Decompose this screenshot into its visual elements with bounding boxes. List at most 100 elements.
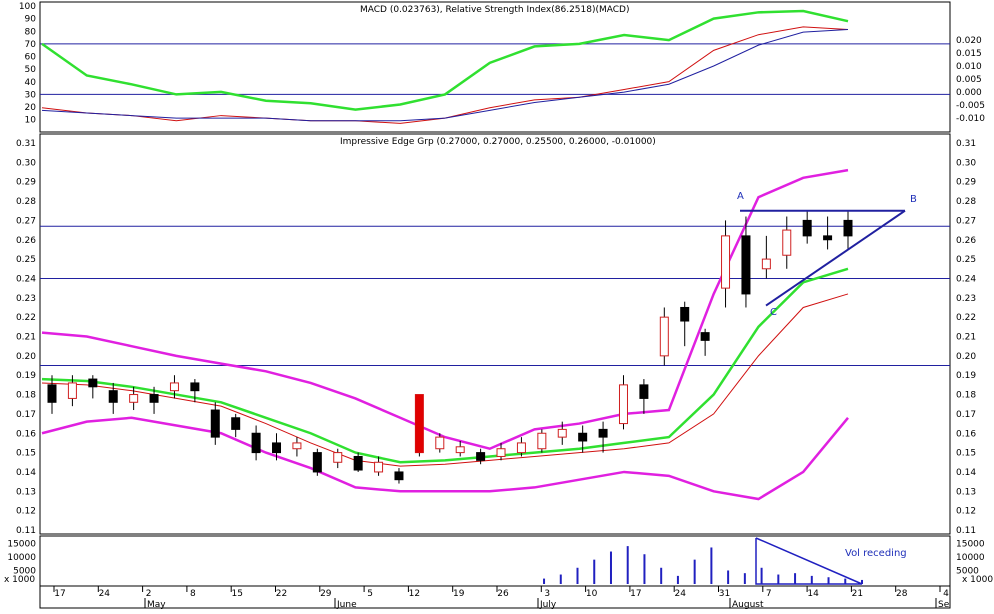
- price-left-tick: 0.23: [16, 294, 36, 304]
- price-right-tick: 0.19: [956, 371, 976, 381]
- candle-down: [394, 471, 404, 481]
- volume-receding-triangle: [755, 537, 863, 585]
- candle-up: [782, 229, 792, 256]
- price-left-tick: 0.27: [16, 216, 36, 226]
- price-panel-frame: [39, 133, 951, 535]
- price-layer: 0.31 0.31 0.30 0.30 0.29 0.29 0.28 0.28 0.27 0.27…: [16, 139, 976, 536]
- candle-down: [741, 235, 751, 295]
- volume-left-tick: 15000: [7, 539, 36, 549]
- candle-up: [516, 442, 526, 454]
- candle-down: [251, 432, 261, 454]
- price-right-tick: 0.28: [956, 197, 976, 207]
- indicator-panel-frame: [39, 1, 951, 133]
- xaxis-month-label: August: [732, 600, 764, 610]
- indicator-left-tick: 100: [19, 2, 36, 12]
- xaxis-day-label: 28: [896, 589, 908, 599]
- triangle-rising-line: [765, 209, 906, 307]
- xaxis-day-label: 24: [99, 589, 111, 599]
- candle-down: [578, 432, 588, 442]
- indicator-right-tick: -0.010: [956, 114, 985, 124]
- annotation-b: B: [910, 194, 917, 205]
- price-right-tick: 0.29: [956, 178, 976, 188]
- price-left-tick: 0.11: [16, 526, 36, 536]
- candle-up: [455, 446, 465, 454]
- price-right-tick: 0.18: [956, 391, 976, 401]
- price-right-tick: 0.21: [956, 333, 976, 343]
- candle-down: [700, 332, 710, 341]
- candle-up: [496, 448, 506, 457]
- xaxis-day-label: 21: [852, 589, 863, 599]
- candle-down: [312, 452, 322, 473]
- candle-down: [231, 417, 241, 430]
- candle-down: [108, 390, 118, 403]
- candle-down: [149, 394, 159, 403]
- moving-average-red: [41, 293, 849, 467]
- indicator-right-tick: 0.015: [956, 49, 982, 59]
- xaxis-day-label: 24: [674, 589, 686, 599]
- price-left-tick: 0.20: [16, 352, 36, 362]
- xaxis-day-label: 10: [586, 589, 598, 599]
- candle-down: [802, 219, 812, 237]
- price-left-tick: 0.13: [16, 487, 36, 497]
- price-right-tick: 0.22: [956, 313, 976, 323]
- price-left-tick: 0.16: [16, 429, 36, 439]
- volume-left-tick: 5000: [13, 566, 36, 576]
- volume-right-tick: 5000: [956, 566, 979, 576]
- price-right-tick: 0.16: [956, 429, 976, 439]
- candle-up: [659, 316, 669, 357]
- annotation-a: A: [737, 191, 744, 202]
- candle-down: [88, 378, 98, 388]
- candle-up: [537, 432, 547, 450]
- indicator-left-tick: 20: [25, 103, 37, 113]
- price-left-tick: 0.15: [16, 449, 36, 459]
- candle-down: [843, 219, 853, 237]
- price-right-tick: 0.12: [956, 507, 976, 517]
- price-right-tick: 0.17: [956, 410, 976, 420]
- price-right-tick: 0.24: [956, 274, 976, 284]
- price-left-tick: 0.28: [16, 197, 36, 207]
- candle-down: [476, 452, 486, 461]
- candle-down: [598, 428, 608, 438]
- xaxis-day-label: 22: [276, 589, 287, 599]
- indicator-right-tick: -0.005: [956, 101, 985, 111]
- indicator-right-tick: 0.020: [956, 36, 982, 46]
- volume-right-tick: 10000: [956, 553, 985, 563]
- price-left-tick: 0.14: [16, 468, 36, 478]
- candle-up: [292, 442, 302, 450]
- price-left-tick: 0.26: [16, 236, 36, 246]
- price-right-tick: 0.27: [956, 216, 976, 226]
- price-right-tick: 0.11: [956, 526, 976, 536]
- xaxis-day-label: 29: [320, 589, 332, 599]
- price-left-tick: 0.31: [16, 139, 36, 149]
- xaxis-month-label: Se: [938, 600, 950, 610]
- candle-down: [210, 409, 220, 438]
- xaxis-frame: [39, 585, 951, 609]
- indicator-left-tick: 70: [25, 40, 37, 50]
- xaxis-day-label: 17: [54, 589, 65, 599]
- price-left-tick: 0.30: [16, 158, 36, 168]
- candle-down: [272, 442, 282, 454]
- xaxis-day-label: 14: [807, 589, 819, 599]
- price-left-tick: 0.12: [16, 507, 36, 517]
- candle-up: [618, 384, 628, 425]
- xaxis-day-label: 4: [943, 589, 949, 599]
- xaxis-day-label: 15: [231, 589, 242, 599]
- price-left-tick: 0.25: [16, 255, 36, 265]
- moving-average-green: [41, 267, 849, 464]
- xaxis-day-label: 17: [630, 589, 641, 599]
- bollinger-upper: [41, 168, 849, 451]
- indicator-left-tick: 80: [25, 27, 37, 37]
- indicator-left-tick: 50: [25, 65, 37, 75]
- highlight-candle: [415, 394, 424, 453]
- candle-up: [557, 428, 567, 438]
- volume-unit-label-right: x 1000: [962, 575, 993, 585]
- xaxis-day-label: 7: [766, 589, 772, 599]
- volume-panel-frame: [39, 535, 951, 587]
- indicator-right-tick: 0.005: [956, 75, 982, 85]
- xaxis-day-label: 12: [409, 589, 420, 599]
- price-left-tick: 0.21: [16, 333, 36, 343]
- volume-right-tick: 15000: [956, 539, 985, 549]
- indicator-title: MACD (0.023763), Relative Strength Index…: [360, 5, 630, 15]
